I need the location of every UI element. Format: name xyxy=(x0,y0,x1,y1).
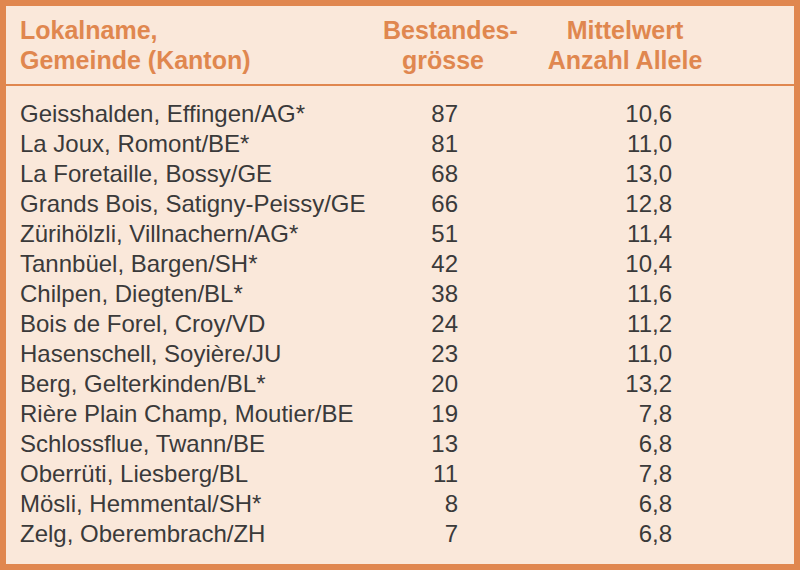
population-size-cell: 20 xyxy=(383,369,503,399)
population-size-cell: 19 xyxy=(383,399,503,429)
header-locality-line1: Lokalname, xyxy=(20,15,383,45)
locality-cell: La Foretaille, Bossy/GE xyxy=(6,159,383,189)
locality-cell: Hasenschell, Soyière/JU xyxy=(6,339,383,369)
population-table: Lokalname, Gemeinde (Kanton) Bestandes- … xyxy=(0,0,800,570)
mean-alleles-cell: 7,8 xyxy=(535,399,715,429)
locality-cell: Grands Bois, Satigny-Peissy/GE xyxy=(6,189,383,219)
locality-cell: Rière Plain Champ, Moutier/BE xyxy=(6,399,383,429)
mean-alleles-cell: 11,4 xyxy=(535,219,715,249)
mean-alleles-cell: 6,8 xyxy=(535,519,715,549)
mean-alleles-cell: 11,0 xyxy=(535,339,715,369)
population-size-cell: 51 xyxy=(383,219,503,249)
mean-alleles-cell: 13,2 xyxy=(535,369,715,399)
population-size-cell: 8 xyxy=(383,489,503,519)
population-size-cell: 81 xyxy=(383,129,503,159)
header-population-size-line2: grösse xyxy=(383,45,503,75)
mean-alleles-cell: 11,2 xyxy=(535,309,715,339)
mean-alleles-cell: 10,4 xyxy=(535,249,715,279)
locality-cell: Mösli, Hemmental/SH* xyxy=(6,489,383,519)
locality-cell: Bois de Forel, Croy/VD xyxy=(6,309,383,339)
mean-alleles-cell: 6,8 xyxy=(535,489,715,519)
table-body: Geisshalden, Effingen/AG* 87 10,6 La Jou… xyxy=(6,86,794,549)
mean-alleles-cell: 11,0 xyxy=(535,129,715,159)
header-population-size: Bestandes- grösse xyxy=(383,15,503,75)
population-size-cell: 7 xyxy=(383,519,503,549)
population-size-cell: 24 xyxy=(383,309,503,339)
locality-cell: Geisshalden, Effingen/AG* xyxy=(6,99,383,129)
locality-cell: Chilpen, Diegten/BL* xyxy=(6,279,383,309)
mean-alleles-cell: 12,8 xyxy=(535,189,715,219)
table-row: Geisshalden, Effingen/AG* 87 10,6 xyxy=(6,99,794,129)
table-row: Zürihölzli, Villnachern/AG* 51 11,4 xyxy=(6,219,794,249)
mean-alleles-cell: 10,6 xyxy=(535,99,715,129)
table-row: La Joux, Romont/BE* 81 11,0 xyxy=(6,129,794,159)
population-size-cell: 66 xyxy=(383,189,503,219)
table-row: Hasenschell, Soyière/JU 23 11,0 xyxy=(6,339,794,369)
locality-cell: Tannbüel, Bargen/SH* xyxy=(6,249,383,279)
population-size-cell: 42 xyxy=(383,249,503,279)
mean-alleles-cell: 7,8 xyxy=(535,459,715,489)
table-row: Chilpen, Diegten/BL* 38 11,6 xyxy=(6,279,794,309)
mean-alleles-cell: 6,8 xyxy=(535,429,715,459)
locality-cell: Zelg, Oberembrach/ZH xyxy=(6,519,383,549)
table-row: Tannbüel, Bargen/SH* 42 10,4 xyxy=(6,249,794,279)
table-row: Bois de Forel, Croy/VD 24 11,2 xyxy=(6,309,794,339)
mean-alleles-cell: 13,0 xyxy=(535,159,715,189)
table-row: Mösli, Hemmental/SH* 8 6,8 xyxy=(6,489,794,519)
locality-cell: Berg, Gelterkinden/BL* xyxy=(6,369,383,399)
population-size-cell: 13 xyxy=(383,429,503,459)
table-header: Lokalname, Gemeinde (Kanton) Bestandes- … xyxy=(6,6,794,75)
table-row: La Foretaille, Bossy/GE 68 13,0 xyxy=(6,159,794,189)
mean-alleles-cell: 11,6 xyxy=(535,279,715,309)
population-size-cell: 68 xyxy=(383,159,503,189)
table-row: Schlossflue, Twann/BE 13 6,8 xyxy=(6,429,794,459)
locality-cell: Zürihölzli, Villnachern/AG* xyxy=(6,219,383,249)
header-mean-alleles: Mittelwert Anzahl Allele xyxy=(535,15,715,75)
header-locality-line2: Gemeinde (Kanton) xyxy=(20,45,383,75)
population-size-cell: 87 xyxy=(383,99,503,129)
locality-cell: Oberrüti, Liesberg/BL xyxy=(6,459,383,489)
header-mean-alleles-line1: Mittelwert xyxy=(535,15,715,45)
table-row: Oberrüti, Liesberg/BL 11 7,8 xyxy=(6,459,794,489)
table-row: Rière Plain Champ, Moutier/BE 19 7,8 xyxy=(6,399,794,429)
locality-cell: Schlossflue, Twann/BE xyxy=(6,429,383,459)
population-size-cell: 38 xyxy=(383,279,503,309)
header-population-size-line1: Bestandes- xyxy=(383,15,503,45)
table-row: Zelg, Oberembrach/ZH 7 6,8 xyxy=(6,519,794,549)
locality-cell: La Joux, Romont/BE* xyxy=(6,129,383,159)
header-mean-alleles-line2: Anzahl Allele xyxy=(535,45,715,75)
population-size-cell: 11 xyxy=(383,459,503,489)
table-row: Grands Bois, Satigny-Peissy/GE 66 12,8 xyxy=(6,189,794,219)
table-row: Berg, Gelterkinden/BL* 20 13,2 xyxy=(6,369,794,399)
population-size-cell: 23 xyxy=(383,339,503,369)
header-locality: Lokalname, Gemeinde (Kanton) xyxy=(6,15,383,75)
